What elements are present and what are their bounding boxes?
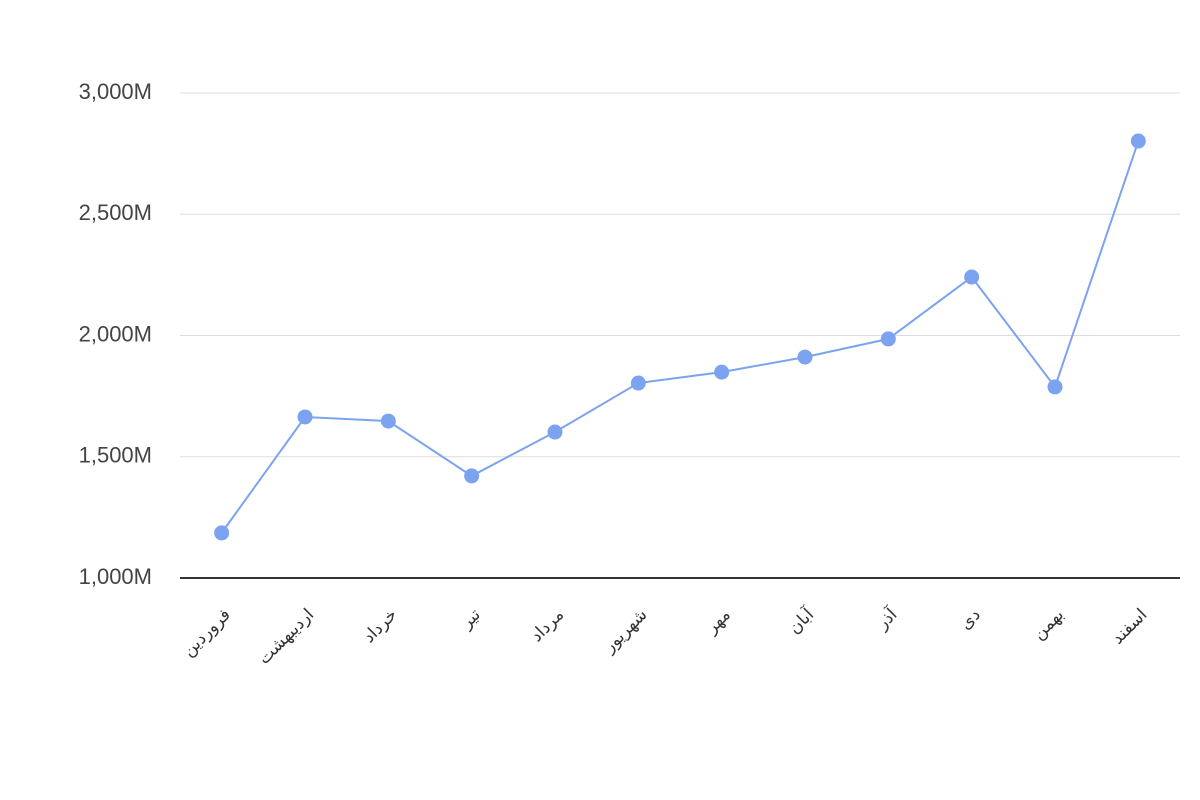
point [1130,133,1146,149]
point [464,468,480,484]
point [547,424,563,440]
point [380,413,396,429]
y-tick-label: 2,000M [79,321,152,346]
point [797,349,813,365]
x-tick-label: اسفند [1108,605,1152,649]
x-tick-label: شهریور [599,605,651,657]
point [964,269,980,285]
x-tick-label: آبان [783,603,819,639]
point [630,375,646,391]
x-tick-label: تیر [456,605,485,634]
point [1047,379,1063,395]
x-tick-label: اردیبهشت [254,605,318,669]
y-tick-label: 3,000M [79,79,152,104]
line [220,140,1140,534]
x-tick-label: دی [956,605,985,634]
x-tick-label: خرداد [359,605,401,647]
y-tick-label: 1,500M [79,443,152,468]
x-tick-label: مرداد [527,605,568,646]
point [714,364,730,380]
point [214,525,230,541]
point [297,409,313,425]
x-tick-label: آذر [871,603,903,635]
y-tick-label: 1,000M [79,564,152,589]
x-tick-label: فروردین [179,605,235,661]
y-tick-label: 2,500M [79,200,152,225]
point [880,331,896,347]
x-tick-label: مهر [701,605,734,638]
x-tick-label: بهمن [1029,605,1068,644]
